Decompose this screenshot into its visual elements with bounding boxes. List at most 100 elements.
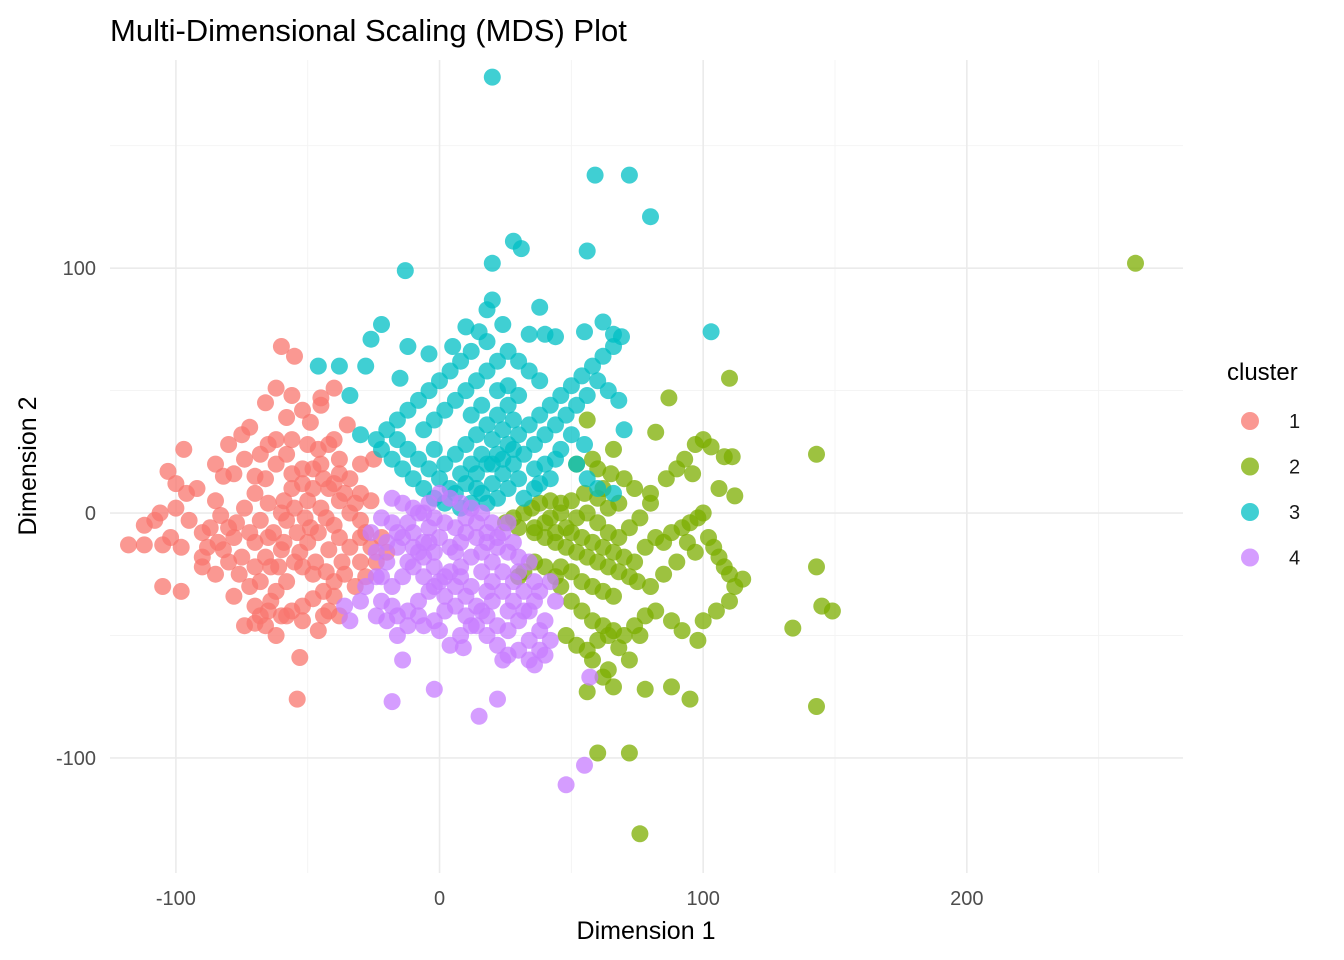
point-cluster-3 [578,242,596,260]
x-tick-label: 200 [950,888,983,910]
legend-label-2: 2 [1289,457,1300,479]
point-cluster-3 [362,330,380,348]
point-cluster-1 [278,445,296,463]
point-cluster-4 [367,607,385,625]
point-cluster-1 [294,558,311,576]
point-cluster-3 [452,465,470,483]
point-cluster-4 [494,651,512,669]
point-cluster-1 [312,396,330,414]
point-cluster-1 [283,387,301,404]
point-cluster-1 [188,480,206,497]
point-cluster-3 [531,475,549,493]
point-cluster-3 [420,345,438,363]
point-cluster-3 [568,455,586,473]
point-cluster-4 [462,617,480,635]
point-cluster-3 [620,166,638,184]
point-cluster-1 [291,543,309,561]
point-cluster-1 [236,499,253,517]
point-cluster-1 [251,511,269,529]
point-cluster-4 [581,668,599,686]
point-cluster-2 [631,825,649,843]
point-cluster-2 [808,558,825,576]
point-cluster-1 [154,578,172,595]
point-cluster-2 [642,578,659,595]
point-cluster-2 [694,612,712,630]
legend-key-2 [1241,457,1259,476]
point-cluster-4 [526,656,543,674]
point-cluster-1 [259,494,277,512]
point-cluster-4 [383,693,401,711]
point-cluster-3 [341,387,359,404]
point-cluster-1 [236,450,253,468]
point-cluster-1 [246,484,264,502]
point-cluster-3 [494,316,512,333]
point-cluster-1 [220,436,238,453]
point-cluster-2 [568,636,586,654]
point-cluster-3 [483,254,501,272]
point-cluster-3 [478,301,496,319]
point-cluster-1 [201,519,219,537]
point-cluster-2 [808,698,825,715]
point-cluster-1 [330,450,348,468]
point-cluster-2 [660,389,678,407]
point-cluster-1 [275,492,293,510]
point-cluster-3 [399,338,417,355]
point-cluster-2 [642,494,659,512]
point-cluster-1 [267,627,285,644]
legend: cluster 1 2 3 4 [1227,359,1300,570]
point-cluster-2 [628,573,646,591]
point-cluster-1 [270,558,288,576]
point-cluster-2 [636,680,654,698]
point-cluster-1 [257,394,274,412]
point-cluster-4 [557,776,575,794]
series-cluster-2 [497,254,1144,843]
point-cluster-1 [301,413,319,431]
point-cluster-1 [317,563,335,581]
x-axis-title: Dimension 1 [577,917,716,945]
point-cluster-2 [605,678,622,696]
point-cluster-1 [267,379,285,397]
point-cluster-1 [272,338,290,355]
point-cluster-1 [135,516,153,534]
point-cluster-1 [291,649,309,666]
point-cluster-2 [663,678,680,696]
point-cluster-2 [726,487,744,505]
x-tick-label: 0 [434,888,445,910]
point-cluster-2 [655,565,673,583]
point-cluster-1 [251,607,269,625]
point-cluster-2 [552,504,570,522]
point-cluster-3 [396,262,414,280]
point-cluster-4 [446,543,464,561]
point-cluster-2 [576,484,593,502]
point-cluster-4 [452,568,470,586]
point-cluster-3 [391,369,409,387]
point-cluster-2 [808,445,825,463]
legend-label-1: 1 [1289,411,1300,433]
point-cluster-2 [784,619,802,637]
x-tick-label: -100 [156,888,196,910]
point-cluster-3 [589,480,607,497]
point-cluster-2 [721,592,738,610]
point-cluster-2 [686,543,704,561]
y-axis-ticks: -100 0 100 [56,258,96,770]
point-cluster-2 [552,558,570,576]
point-cluster-3 [457,318,475,336]
point-cluster-2 [605,440,622,458]
point-cluster-3 [357,357,375,375]
point-cluster-1 [193,558,211,576]
point-cluster-1 [241,524,259,542]
point-cluster-4 [388,538,406,556]
point-cluster-2 [626,480,644,497]
point-cluster-2 [526,519,543,537]
point-cluster-2 [723,448,741,466]
x-tick-label: 100 [686,888,719,910]
point-cluster-3 [425,440,443,458]
point-cluster-3 [594,313,612,331]
point-cluster-3 [702,323,720,341]
y-tick-label: 100 [63,258,96,280]
point-cluster-1 [301,519,319,537]
legend-key-1 [1241,412,1259,430]
point-cluster-3 [615,421,633,439]
point-cluster-3 [510,387,528,404]
point-cluster-1 [275,533,293,551]
